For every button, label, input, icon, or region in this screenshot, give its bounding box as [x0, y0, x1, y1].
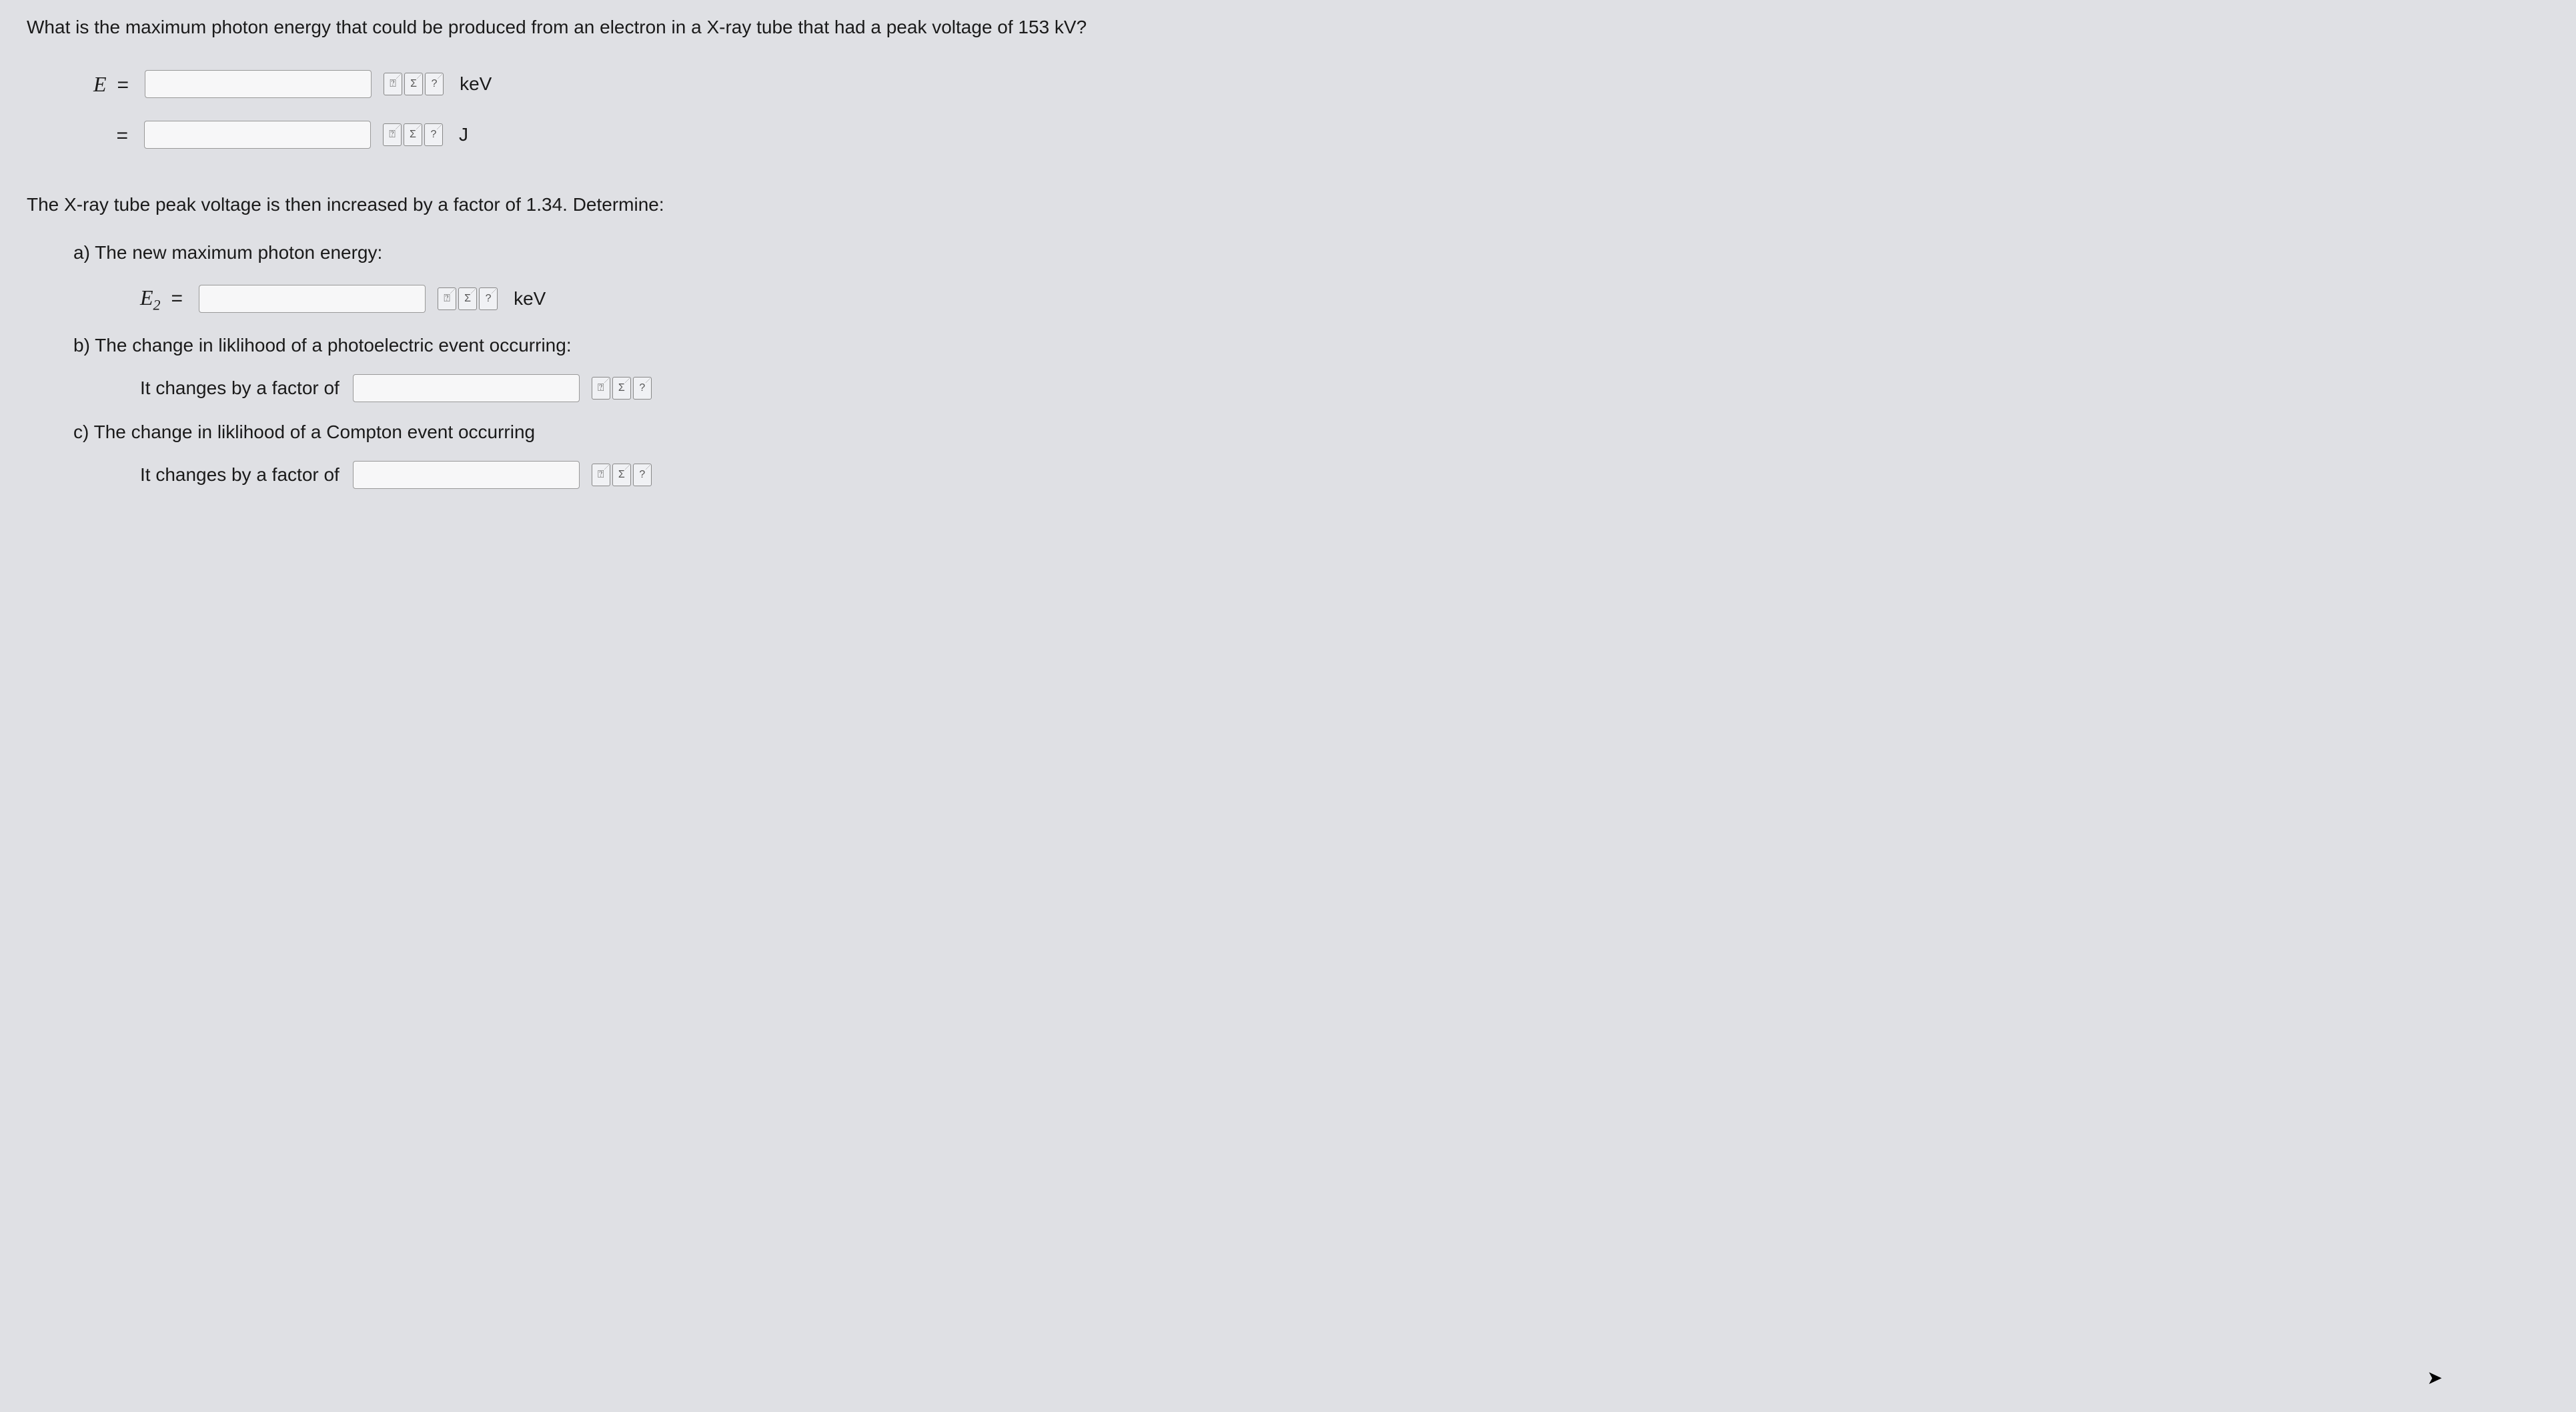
- sigma-icon[interactable]: Σ: [612, 464, 631, 486]
- var-label-e: E =: [93, 68, 134, 100]
- sub-b-label: b) The change in liklihood of a photoele…: [73, 331, 2549, 360]
- input-e-kev[interactable]: [145, 70, 372, 98]
- sub-question-c: c) The change in liklihood of a Compton …: [73, 418, 2549, 489]
- input-factor-compton[interactable]: [353, 461, 580, 489]
- var-label-equals: =: [93, 119, 133, 151]
- preview-icon[interactable]: ⍰: [592, 464, 610, 486]
- answer-row-e-joules: = ⍰ Σ ? J: [93, 119, 2549, 151]
- part2-intro: The X-ray tube peak voltage is then incr…: [27, 191, 2549, 219]
- input-e-joules[interactable]: [144, 121, 371, 149]
- input-factor-pe[interactable]: [353, 374, 580, 402]
- sub-question-a: a) The new maximum photon energy: E2 = ⍰…: [73, 239, 2549, 315]
- help-icon[interactable]: ?: [633, 377, 652, 400]
- preview-icon[interactable]: ⍰: [383, 123, 402, 146]
- preview-icon[interactable]: ⍰: [592, 377, 610, 400]
- icon-group-5: ⍰ Σ ?: [592, 464, 652, 486]
- preview-icon[interactable]: ⍰: [438, 287, 456, 310]
- factor-text-b: It changes by a factor of: [140, 374, 340, 402]
- help-icon[interactable]: ?: [479, 287, 498, 310]
- input-e2-kev[interactable]: [199, 285, 426, 313]
- cursor-icon: ➤: [2427, 1364, 2443, 1392]
- var-label-e2: E2 =: [140, 281, 188, 315]
- help-icon[interactable]: ?: [424, 123, 443, 146]
- answer-row-e-kev: E = ⍰ Σ ? keV: [93, 68, 2549, 100]
- preview-icon[interactable]: ⍰: [384, 73, 402, 95]
- icon-group-1: ⍰ Σ ?: [384, 73, 444, 95]
- icon-group-2: ⍰ Σ ?: [383, 123, 443, 146]
- unit-kev-2: keV: [514, 285, 546, 313]
- icon-group-4: ⍰ Σ ?: [592, 377, 652, 400]
- sub-a-label: a) The new maximum photon energy:: [73, 239, 2549, 267]
- sub-question-b: b) The change in liklihood of a photoele…: [73, 331, 2549, 402]
- sigma-icon[interactable]: Σ: [458, 287, 477, 310]
- factor-text-c: It changes by a factor of: [140, 461, 340, 489]
- sigma-icon[interactable]: Σ: [404, 73, 423, 95]
- sigma-icon[interactable]: Σ: [404, 123, 422, 146]
- help-icon[interactable]: ?: [425, 73, 444, 95]
- sub-c-label: c) The change in liklihood of a Compton …: [73, 418, 2549, 446]
- question-main-text: What is the maximum photon energy that c…: [27, 13, 2549, 41]
- unit-kev: keV: [460, 70, 492, 98]
- unit-joules: J: [459, 121, 468, 149]
- sigma-icon[interactable]: Σ: [612, 377, 631, 400]
- help-icon[interactable]: ?: [633, 464, 652, 486]
- icon-group-3: ⍰ Σ ?: [438, 287, 498, 310]
